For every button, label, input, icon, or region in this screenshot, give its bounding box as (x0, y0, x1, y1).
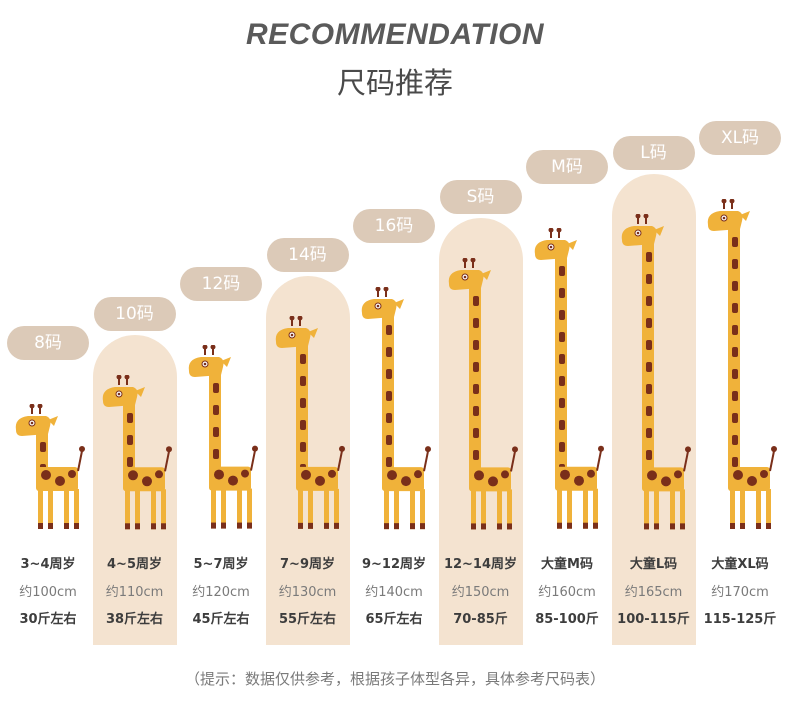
size-weight: 100-115斤 (617, 612, 690, 627)
footer-note: （提示：数据仅供参考，根据孩子体型各异，具体参考尺码表） (184, 670, 605, 688)
size-height: 约140cm (365, 585, 423, 600)
size-weight: 45斤左右 (192, 612, 250, 627)
giraffe-icon (361, 286, 431, 529)
size-height: 约165cm (624, 585, 683, 600)
size-height: 约120cm (192, 585, 250, 600)
size-weight: 70-85斤 (453, 612, 508, 627)
size-height: 约170cm (711, 585, 769, 600)
size-age: 12~14周岁 (443, 557, 518, 572)
page-subtitle: 尺码推荐 (336, 66, 453, 100)
page-title: RECOMMENDATION (245, 18, 545, 51)
size-height: 约150cm (451, 585, 510, 600)
size-badge: 16码 (353, 208, 435, 243)
size-height: 约110cm (105, 585, 164, 600)
size-age: 3~4周岁 (20, 557, 76, 572)
size-height: 约160cm (538, 585, 596, 600)
size-age: 5~7周岁 (193, 557, 249, 572)
size-weight: 55斤左右 (278, 612, 337, 627)
giraffe-icon (102, 374, 172, 529)
size-weight: 38斤左右 (105, 612, 164, 627)
size-badge: M码 (526, 150, 608, 185)
size-info: 大童XL码约170cm 115-125斤 (697, 553, 783, 631)
size-age: 大童XL码 (711, 557, 769, 572)
giraffe-icon (707, 199, 777, 529)
giraffe-icon (188, 345, 258, 529)
giraffe-icon (448, 257, 518, 529)
size-info: 5~7周岁约120cm 45斤左右 (178, 553, 264, 631)
size-weight: 65斤左右 (365, 612, 423, 627)
size-height: 约100cm (19, 585, 77, 600)
size-age: 大童M码 (541, 557, 593, 572)
size-badge: S码 (439, 179, 522, 214)
size-weight: 30斤左右 (19, 612, 77, 627)
size-age: 7~9周岁 (280, 557, 335, 572)
size-info: 4~5周岁约110cm 38斤左右 (92, 553, 178, 631)
size-weight: 85-100斤 (535, 612, 599, 627)
size-badge: 10码 (93, 296, 176, 331)
giraffe-icon (621, 213, 691, 529)
size-badge: XL码 (699, 121, 781, 155)
giraffe-icon (15, 404, 85, 529)
size-age: 9~12周岁 (361, 557, 427, 572)
size-info: 9~12周岁 约140cm 65斤左右 (351, 553, 437, 631)
size-info: 3~4周岁约100cm 30斤左右 (5, 553, 91, 631)
size-badge: 8码 (7, 326, 89, 360)
size-badge: 12码 (180, 267, 262, 302)
size-age: 大童L码 (629, 557, 678, 572)
size-age: 4~5周岁 (107, 557, 162, 572)
giraffe-icon (534, 228, 604, 529)
size-info: 7~9周岁约130cm 55斤左右 (265, 553, 351, 631)
size-info: 大童M码约160cm 85-100斤 (524, 553, 610, 631)
size-weight: 115-125斤 (703, 612, 777, 627)
size-info: 大童L码约165cm 100-115斤 (611, 553, 697, 631)
giraffe-icon (275, 316, 345, 529)
size-height: 约130cm (278, 585, 337, 600)
size-info: 12~14周岁 约150cm 70-85斤 (438, 553, 524, 631)
size-badge: 14码 (266, 238, 349, 273)
size-badge: L码 (612, 135, 695, 170)
